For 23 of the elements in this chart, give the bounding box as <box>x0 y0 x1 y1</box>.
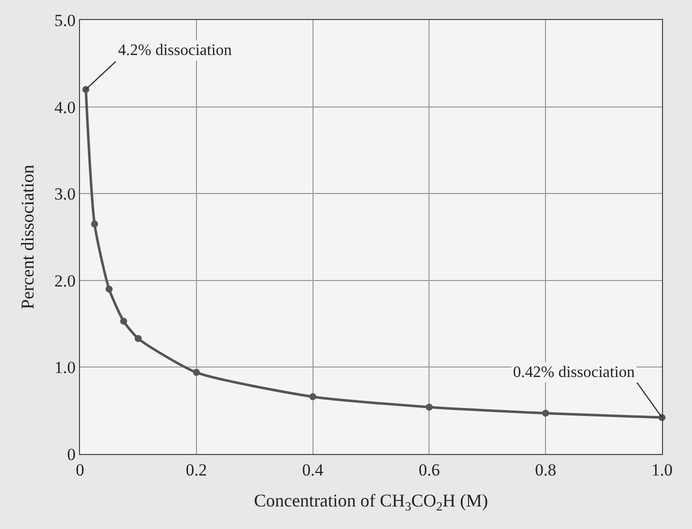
point <box>106 286 113 293</box>
y-tick-label: 0 <box>67 444 76 464</box>
y-tick-label: 4.0 <box>54 98 76 117</box>
x-tick-label: 0.8 <box>534 460 556 480</box>
point <box>426 404 433 411</box>
point <box>134 335 142 342</box>
x-tick-label: 1.0 <box>651 460 673 480</box>
point <box>91 220 98 228</box>
x-tick-label: 0.2 <box>186 460 208 480</box>
y-tick-label: 2.0 <box>54 271 76 290</box>
x-tick-label: 0.6 <box>418 460 440 480</box>
y-tick-label: 1.0 <box>54 358 76 378</box>
y-tick-label: 5.0 <box>54 10 76 30</box>
point <box>192 368 200 376</box>
point <box>120 318 128 325</box>
annotation: 4.2% dissociation <box>118 42 232 59</box>
point <box>542 410 550 417</box>
x-tick-label: 0.4 <box>302 460 324 480</box>
x-axis-title: Concentration of CH$_{3}$CO$_{2}$H (M) <box>254 490 488 514</box>
y-axis-title: Percent dissociation <box>18 164 38 310</box>
point <box>309 393 316 400</box>
y-tick-label: 3.0 <box>54 184 76 204</box>
annotation: 0.42% dissociation <box>513 364 635 381</box>
